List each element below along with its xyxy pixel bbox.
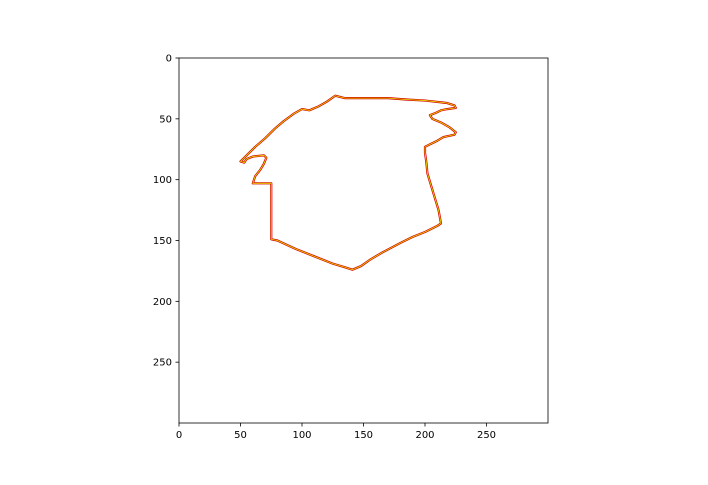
contour-outline-inner-0 [240,95,457,271]
x-tick-label: 100 [292,430,311,441]
x-tick-label: 250 [477,430,496,441]
x-tick-label: 150 [354,430,373,441]
y-tick-label: 250 [153,358,172,369]
x-tick-label: 200 [415,430,434,441]
y-tick-label: 0 [166,54,172,65]
plot-area [239,94,457,271]
y-tick-label: 150 [153,236,172,247]
y-tick-label: 100 [153,175,172,186]
y-tick-label: 50 [159,114,172,125]
x-tick-label: 0 [176,430,182,441]
axes-layer: 0 50 100 150 200 250 0 50 100 150 200 250 [153,54,549,441]
x-tick-label: 50 [234,430,247,441]
y-tick-label: 200 [153,297,172,308]
